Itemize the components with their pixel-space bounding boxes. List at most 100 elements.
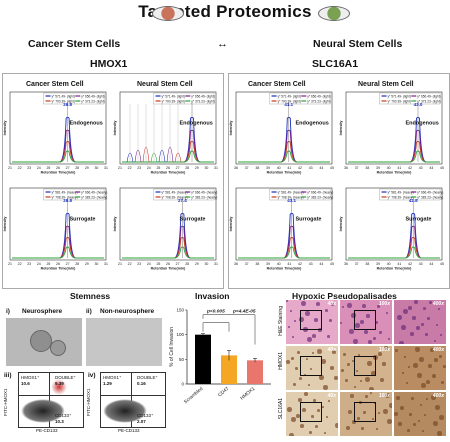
cell-nucleus: [313, 399, 316, 402]
chrom-hmox-cancer-endo-tick: 26: [56, 166, 60, 170]
flow3-yaxis: FITC-HMOX1: [3, 388, 8, 417]
chrom-hmox-cancer-endo-tick: 29: [85, 166, 89, 170]
chrom-hmox-neural-sur-tick: 30: [204, 262, 208, 266]
chrom-slc-neural-sur-tick: 40: [387, 262, 391, 266]
magnification-label: 100x: [378, 393, 390, 399]
chrom-hmox-neural-endo-tick: 26: [166, 166, 170, 170]
cell-nucleus: [349, 329, 354, 334]
invasion-sig-bracket: [202, 322, 230, 332]
cell-nucleus: [360, 380, 362, 382]
chrom-hmox-neural-sur-tick: 31: [214, 262, 218, 266]
cell-nucleus: [398, 422, 402, 426]
cell-nucleus: [433, 421, 438, 426]
magnification-label: 400x: [432, 393, 444, 399]
cell-nucleus: [409, 413, 412, 416]
cell-nucleus: [299, 377, 302, 380]
chrom-hmox-neural-endo-legend-label: y* 571.49- (light): [162, 94, 185, 98]
cell-nucleus: [417, 373, 422, 378]
flow3-hmox-value: 10.6: [21, 381, 30, 386]
magnification-label: 400x: [432, 301, 444, 307]
cell-nucleus: [291, 417, 296, 422]
cell-nucleus: [421, 383, 426, 388]
panel-title-neural-hmox: Neural Stem Cell: [137, 81, 193, 88]
cell-nucleus: [410, 332, 414, 336]
flow3-cd133-label: CD133⁺: [55, 413, 72, 418]
cell-nucleus: [404, 356, 406, 358]
magnification-label: 100x: [378, 301, 390, 307]
chrom-slc-cancer-sur-tick: 36: [234, 262, 238, 266]
chrom-slc-cancer-endo-tick: 40: [277, 166, 281, 170]
chrom-slc-cancer-endo-legend: y* 571.49- (light) y* 656.49- (light) y* 7…: [269, 92, 331, 105]
chrom-hmox-cancer-sur-legend: y* 581.49- (heavy) y* 666.49- (heavy)y* 7…: [43, 188, 107, 201]
petri-dish-cancer-icon: [152, 6, 184, 21]
cell-nucleus: [330, 366, 334, 370]
flow3-hmox-label: HMOX1⁺: [21, 375, 40, 380]
zoom-region-box: [354, 356, 376, 376]
stain-label: SLC16A1: [278, 398, 284, 420]
cell-nucleus: [413, 363, 418, 368]
chrom-slc-cancer-sur-legend-label: y* 708.39- (heavy): [278, 195, 304, 199]
flow-plot-iv: HMOX1⁺ 1.29 DOUBLE⁺ 0.16 CD133⁺ 2.07: [100, 372, 166, 428]
cell-nucleus: [428, 364, 432, 368]
magnification-label: 40x: [327, 347, 336, 353]
chrom-slc-neural-sur-legend: y* 581.49- (heavy) y* 666.49- (heavy)y* 7…: [379, 188, 443, 201]
chrom-hmox-neural-sur-legend-label: y* 708.39- (heavy): [162, 195, 188, 199]
chrom-hmox-neural-sur-tick: 28: [185, 262, 189, 266]
chrom-hmox-neural-sur-tick: 25: [156, 262, 160, 266]
chrom-hmox-cancer-endo-ylabel: Intensity: [3, 121, 7, 136]
section-invasion: Invasion: [195, 291, 230, 301]
invasion-ytick-label: 150: [176, 308, 184, 313]
chrom-slc-neural-endo-tick: 42: [408, 166, 412, 170]
cell-nucleus: [293, 383, 296, 386]
cell-nucleus: [365, 377, 370, 382]
chrom-slc-neural-endo-tick: 44: [429, 166, 433, 170]
chrom-hmox-cancer-endo-legend-label: y* 700.39- (light): [52, 99, 75, 103]
chrom-hmox-neural-endo-type-label: Endogenous: [180, 120, 213, 126]
chrom-hmox-cancer-sur-legend-box: [43, 188, 105, 201]
chrom-slc-cancer-endo-legend-label: y* 700.39- (light): [278, 99, 301, 103]
cell-nucleus: [323, 385, 328, 390]
label-ii: ii): [86, 308, 92, 315]
chrom-hmox-cancer-endo-tick: 21: [8, 166, 12, 170]
cell-nucleus: [421, 323, 424, 326]
panel-title-cancer-hmox: Cancer Stem Cell: [26, 81, 84, 88]
cell-nucleus: [426, 398, 428, 400]
cell-nucleus: [373, 337, 376, 340]
chrom-slc-neural-endo-legend-label: y* 656.49- (light): [417, 94, 440, 98]
cell-nucleus: [415, 347, 420, 352]
chrom-slc-cancer-sur-tick: 38: [255, 262, 259, 266]
chrom-slc-neural-endo-tick: 45: [440, 166, 444, 170]
chrom-slc-cancer-endo-xlabel: Retention Time(min): [267, 171, 302, 175]
cell-nucleus: [305, 311, 310, 316]
chrom-slc-cancer-endo-peak-label: 41.1: [284, 102, 293, 107]
cell-nucleus: [423, 307, 426, 310]
chrom-hmox-cancer-endo-xlabel: Retention Time(min): [41, 171, 76, 175]
chrom-hmox-neural-endo-tick: 27: [176, 166, 180, 170]
chrom-slc-cancer-endo-tick: 43: [309, 166, 313, 170]
gene-slc16a1: SLC16A1: [312, 58, 359, 70]
chrom-hmox-cancer-endo-legend-label: y* 373.23- (light): [81, 99, 104, 103]
chrom-slc-cancer-endo-legend-label: y* 373.23- (light): [307, 99, 330, 103]
chrom-hmox-cancer-endo-legend: y* 571.49- (light) y* 656.49- (light) y* 7…: [43, 92, 105, 105]
chrom-slc-cancer-sur-legend-label: y* 581.49- (heavy): [278, 190, 304, 194]
magnification-label: 100x: [378, 347, 390, 353]
chrom-hmox-neural-sur-tick: 27: [176, 262, 180, 266]
cell-nucleus: [435, 405, 440, 410]
cell-nucleus: [372, 418, 374, 420]
cell-nucleus: [326, 416, 328, 418]
zoom-region-box: [354, 402, 376, 422]
cell-nucleus: [432, 374, 436, 378]
label-non-neurosphere: Non-neurosphere: [100, 308, 155, 315]
cell-nucleus: [352, 360, 354, 362]
cell-nucleus: [427, 317, 430, 320]
chrom-slc-neural-endo-peak-label: 43.0: [414, 102, 423, 107]
cell-nucleus: [396, 396, 400, 400]
cell-nucleus: [382, 362, 386, 366]
panel-title-neural-slc: Neural Stem Cell: [358, 81, 414, 88]
cell-nucleus: [437, 431, 442, 436]
chrom-hmox-neural-sur-tick: 24: [147, 262, 151, 266]
cell-nucleus: [386, 312, 388, 314]
cell-nucleus: [424, 414, 426, 416]
chrom-hmox-neural-sur-tick: 21: [118, 262, 122, 266]
cell-nucleus: [308, 384, 310, 386]
